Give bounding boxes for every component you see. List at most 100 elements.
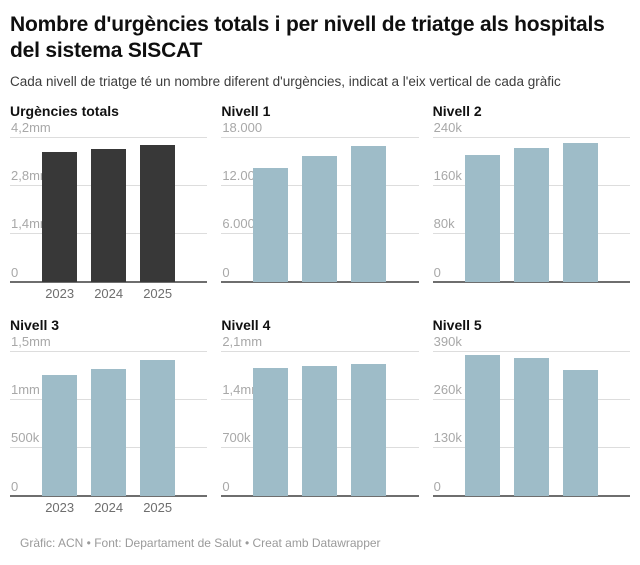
bar-group: [221, 351, 418, 496]
x-tick-label: [302, 286, 337, 301]
bar-2024: [302, 366, 338, 496]
y-tick-label: 4,2mm: [11, 119, 51, 135]
y-tick-label: 130k: [433, 430, 462, 446]
plot-area: 240k 160k 80k 0: [432, 120, 630, 283]
x-tick-label: [563, 286, 598, 301]
bar-2023: [42, 152, 78, 282]
x-axis-line: 0: [221, 265, 419, 283]
x-tick-label: [253, 500, 288, 515]
chart-urgencies-totals: Urgències totals 4,2mm 2,8mm 1,4mm 0 202…: [10, 102, 208, 301]
bar-group: [10, 137, 207, 282]
bar-group: [221, 137, 418, 282]
x-axis-line: 0: [221, 479, 419, 497]
chart-title: Urgències totals: [10, 102, 119, 119]
x-tick-label: 2025: [143, 285, 173, 301]
plot-area: 2,1mm 1,4mm 700k 0: [221, 334, 419, 497]
gridline-top: 2,1mm: [221, 334, 419, 352]
plot-area: 18.000 12.000 6.000 0: [221, 120, 419, 283]
gridline-top: 390k: [432, 334, 630, 352]
bar-2023: [42, 374, 78, 496]
x-tick-label: [253, 286, 288, 301]
x-axis-line: 0: [432, 265, 630, 283]
bar-2025: [140, 145, 176, 282]
y-tick-label: 0: [11, 478, 19, 494]
x-axis-labels: [221, 282, 418, 301]
bar-2023: [253, 167, 289, 282]
x-tick-label: [514, 286, 549, 301]
y-tick-label: 12.000: [222, 167, 263, 183]
gridline-top: 1,5mm: [10, 334, 208, 352]
y-tick-label: 260k: [433, 381, 462, 397]
x-tick-label: [465, 500, 500, 515]
y-tick-label: 0: [433, 478, 441, 494]
gridline-top: 18.000: [221, 120, 419, 138]
chart-title: Nivell 2: [432, 102, 482, 119]
bar-2024: [513, 357, 549, 496]
chart-nivell-3: Nivell 3 1,5mm 1mm 500k 0 2023 2024 2025: [10, 316, 208, 515]
bar-2024: [91, 368, 127, 496]
x-tick-label: 2023: [45, 499, 75, 515]
y-tick-label: 0: [433, 264, 441, 280]
bar-group: [10, 351, 207, 496]
page-title: Nombre d'urgències totals i per nivell d…: [10, 13, 605, 63]
bar-2025: [140, 360, 176, 496]
x-tick-label: [563, 500, 598, 515]
chart-nivell-1: Nivell 1 18.000 12.000 6.000 0: [221, 102, 419, 301]
x-tick-label: [351, 500, 386, 515]
y-tick-label: 2,1mm: [222, 333, 263, 349]
chart-nivell-5: Nivell 5 390k 260k 130k 0: [432, 316, 630, 515]
plot-area: 390k 260k 130k 0: [432, 334, 630, 497]
y-tick-label: 0: [222, 478, 230, 494]
y-tick-label: 18.000: [222, 119, 263, 135]
bar-2025: [351, 146, 387, 282]
bar-2025: [562, 142, 598, 282]
x-axis-labels: [221, 496, 418, 515]
small-multiples-grid: Urgències totals 4,2mm 2,8mm 1,4mm 0 202…: [10, 103, 630, 515]
y-tick-label: 0: [11, 264, 19, 280]
y-tick-label: 240k: [433, 119, 462, 135]
bar-2023: [464, 354, 500, 496]
x-tick-label: 2024: [94, 499, 124, 515]
x-axis-line: 0: [432, 479, 630, 497]
x-tick-label: [351, 286, 386, 301]
x-tick-label: 2023: [45, 285, 75, 301]
y-tick-label: 390k: [433, 333, 462, 349]
plot-area: 1,5mm 1mm 500k 0: [10, 334, 208, 497]
y-tick-label: 160k: [433, 167, 462, 183]
x-axis-labels: [433, 496, 630, 515]
chart-title: Nivell 5: [432, 316, 482, 333]
bar-2025: [562, 369, 598, 496]
page: Nombre d'urgències totals i per nivell d…: [10, 13, 630, 550]
attribution-line: Gràfic: ACN • Font: Departament de Salut…: [20, 535, 381, 550]
bar-group: [433, 351, 630, 496]
x-axis-labels: 2023 2024 2025: [10, 282, 207, 301]
chart-title: Nivell 1: [221, 102, 271, 119]
bar-2024: [302, 155, 338, 282]
page-subtitle: Cada nivell de triatge té un nombre dife…: [10, 73, 561, 89]
x-tick-label: [302, 500, 337, 515]
bar-group: [433, 137, 630, 282]
y-tick-label: 1mm: [11, 381, 40, 397]
y-tick-label: 1,5mm: [11, 333, 51, 349]
plot-area: 4,2mm 2,8mm 1,4mm 0: [10, 120, 208, 283]
y-tick-label: 80k: [433, 216, 455, 232]
bar-2025: [351, 363, 387, 496]
y-tick-label: 1,4mm: [222, 381, 263, 397]
x-axis-line: 0: [10, 479, 208, 497]
gridline-top: 240k: [432, 120, 630, 138]
chart-title: Nivell 4: [221, 316, 271, 333]
x-axis-labels: 2023 2024 2025: [10, 496, 207, 515]
y-tick-label: 500k: [11, 430, 40, 446]
chart-nivell-4: Nivell 4 2,1mm 1,4mm 700k 0: [221, 316, 419, 515]
bar-2023: [464, 154, 500, 282]
gridline-top: 4,2mm: [10, 120, 208, 138]
y-tick-label: 6.000: [222, 216, 255, 232]
x-axis-labels: [433, 282, 630, 301]
bar-2023: [253, 367, 289, 496]
chart-title: Nivell 3: [10, 316, 60, 333]
bar-2024: [513, 147, 549, 282]
y-tick-label: 700k: [222, 430, 251, 446]
x-axis-line: 0: [10, 265, 208, 283]
bar-2024: [91, 148, 127, 282]
x-tick-label: 2024: [94, 285, 124, 301]
